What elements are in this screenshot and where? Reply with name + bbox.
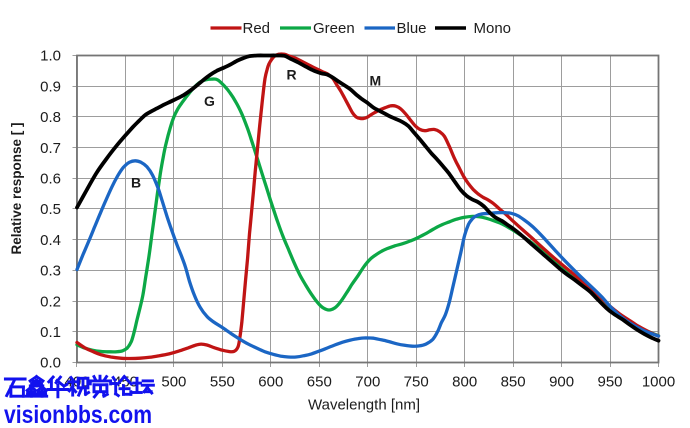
svg-text:Red: Red bbox=[243, 20, 271, 37]
svg-text:0.4: 0.4 bbox=[40, 232, 61, 249]
svg-text:0.0: 0.0 bbox=[40, 355, 61, 372]
svg-text:B: B bbox=[131, 175, 141, 191]
svg-text:600: 600 bbox=[258, 374, 283, 391]
svg-text:Mono: Mono bbox=[474, 20, 512, 37]
svg-text:650: 650 bbox=[307, 374, 332, 391]
svg-text:0.5: 0.5 bbox=[40, 201, 61, 218]
svg-text:visionbbs.com: visionbbs.com bbox=[4, 401, 152, 428]
svg-text:0.6: 0.6 bbox=[40, 171, 61, 188]
svg-text:950: 950 bbox=[597, 374, 622, 391]
svg-text:750: 750 bbox=[404, 374, 429, 391]
svg-text:0.9: 0.9 bbox=[40, 78, 61, 95]
svg-text:Wavelength [nm]: Wavelength [nm] bbox=[308, 397, 420, 414]
svg-text:M: M bbox=[370, 73, 382, 89]
svg-text:0.7: 0.7 bbox=[40, 140, 61, 157]
svg-text:900: 900 bbox=[549, 374, 574, 391]
svg-text:0.2: 0.2 bbox=[40, 293, 61, 310]
svg-text:1000: 1000 bbox=[642, 374, 675, 391]
svg-text:0.1: 0.1 bbox=[40, 324, 61, 341]
svg-text:850: 850 bbox=[501, 374, 526, 391]
svg-text:0.3: 0.3 bbox=[40, 263, 61, 280]
svg-text:Blue: Blue bbox=[397, 20, 427, 37]
svg-text:G: G bbox=[204, 93, 215, 109]
svg-text:500: 500 bbox=[161, 374, 186, 391]
svg-text:550: 550 bbox=[210, 374, 235, 391]
svg-text:800: 800 bbox=[452, 374, 477, 391]
svg-text:700: 700 bbox=[355, 374, 380, 391]
svg-text:R: R bbox=[287, 67, 297, 83]
svg-text:450: 450 bbox=[113, 374, 138, 391]
svg-text:Green: Green bbox=[313, 20, 355, 37]
svg-text:0.8: 0.8 bbox=[40, 109, 61, 126]
svg-text:Relative response [ ]: Relative response [ ] bbox=[9, 122, 24, 254]
svg-text:1.0: 1.0 bbox=[40, 48, 61, 65]
